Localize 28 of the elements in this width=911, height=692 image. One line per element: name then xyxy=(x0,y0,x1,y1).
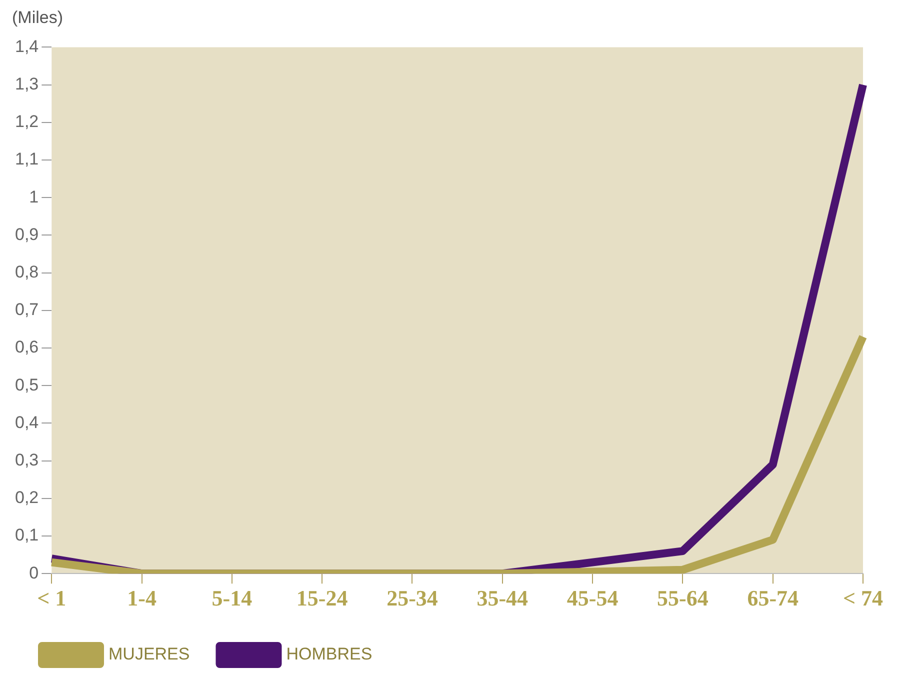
x-tick-label: < 1 xyxy=(37,585,66,610)
y-tick-label: 1,1 xyxy=(14,150,39,169)
legend-label: MUJERES xyxy=(108,644,190,664)
y-tick-label: 1,4 xyxy=(14,36,39,56)
y-tick-label: 1,3 xyxy=(14,74,39,94)
y-tick-label: 0,2 xyxy=(14,488,39,508)
y-tick-label: 0,5 xyxy=(14,375,39,394)
y-tick-label: 0,8 xyxy=(14,262,39,282)
x-tick-label: 45-54 xyxy=(566,585,618,610)
y-tick-label: 0,9 xyxy=(14,224,39,244)
x-tick-label: 25-34 xyxy=(386,585,438,610)
y-tick-label: 1,2 xyxy=(14,112,39,132)
x-tick-label: 65-74 xyxy=(747,585,799,610)
y-axis-title: (Miles) xyxy=(12,8,64,29)
y-tick-label: 0 xyxy=(29,563,39,582)
x-tick-label: 5-14 xyxy=(212,585,252,610)
y-tick-label: 0,4 xyxy=(14,412,39,432)
legend-label: HOMBRES xyxy=(286,644,372,664)
y-tick-label: 0,1 xyxy=(14,526,39,545)
y-tick-label: 0,7 xyxy=(14,300,39,320)
y-tick-label: 0,3 xyxy=(14,450,39,470)
x-tick-label: 35-44 xyxy=(476,585,528,610)
x-tick-label: < 74 xyxy=(842,585,884,610)
x-tick-label: 1-4 xyxy=(127,585,156,610)
x-tick-label: 55-64 xyxy=(657,585,708,610)
x-tick-label: 15-24 xyxy=(296,585,348,610)
y-tick-label: 0,6 xyxy=(14,338,39,357)
y-tick-label: 1 xyxy=(29,187,39,206)
